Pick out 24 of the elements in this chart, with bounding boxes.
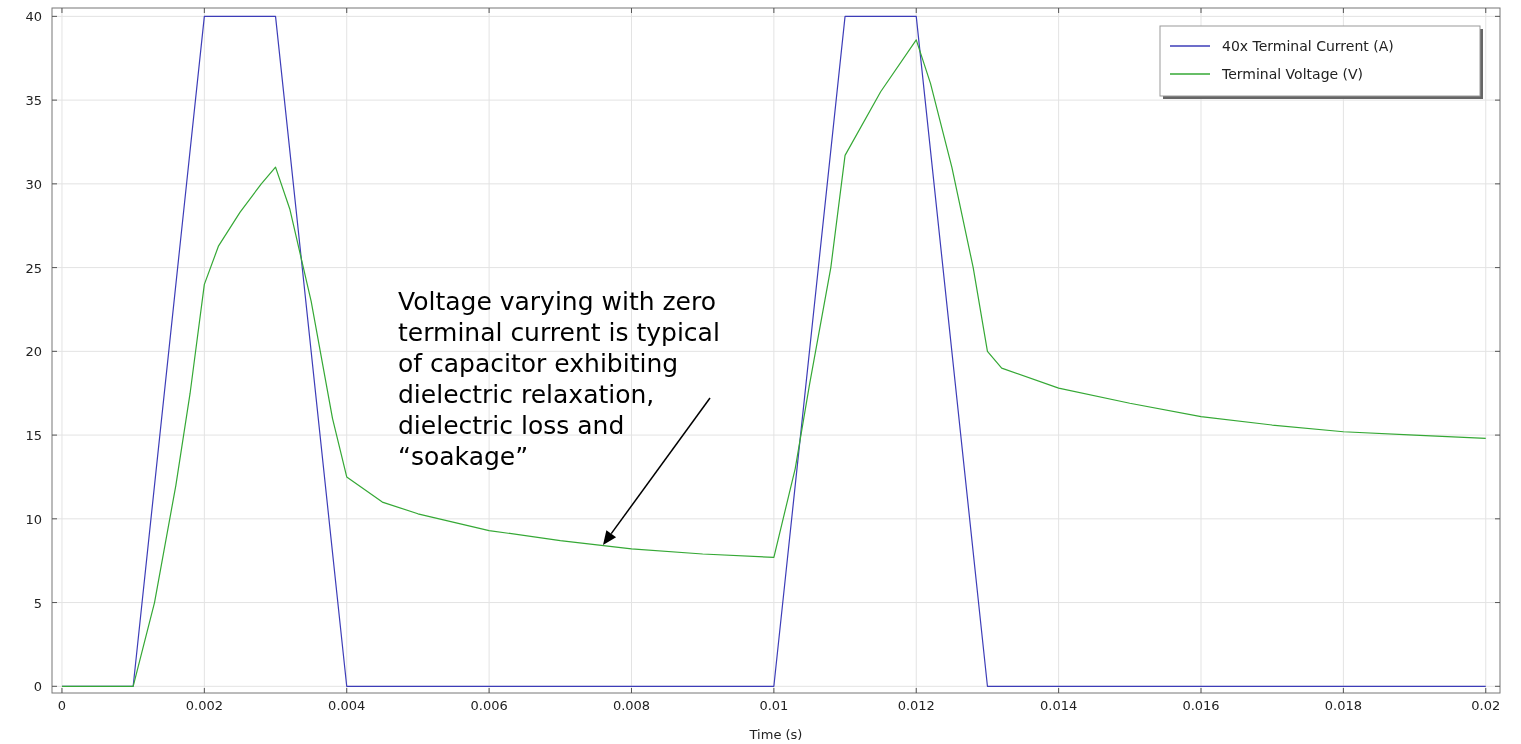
legend-label: Terminal Voltage (V) <box>1221 66 1364 82</box>
x-axis-title: Time (s) <box>748 727 803 742</box>
x-tick-label: 0.012 <box>897 698 935 713</box>
y-tick-label: 25 <box>25 260 42 276</box>
x-tick-label: 0.01 <box>759 698 789 713</box>
y-tick-label: 20 <box>25 344 42 360</box>
x-tick-label: 0.004 <box>328 698 366 713</box>
x-tick-label: 0 <box>57 698 67 713</box>
y-tick-label: 30 <box>25 176 42 192</box>
x-tick-label: 0.016 <box>1182 698 1220 713</box>
x-tick-label: 0.02 <box>1471 698 1501 713</box>
x-tick-label: 0.018 <box>1324 698 1362 713</box>
y-tick-label: 10 <box>25 511 42 527</box>
x-tick-label: 0.006 <box>470 698 508 713</box>
x-tick-label: 0.008 <box>612 698 651 713</box>
y-tick-label: 40 <box>25 9 42 25</box>
y-tick-label: 15 <box>25 428 42 444</box>
y-tick-label: 35 <box>25 93 42 109</box>
x-tick-label: 0.002 <box>185 698 223 713</box>
legend-label: 40x Terminal Current (A) <box>1222 38 1394 54</box>
x-tick-label: 0.014 <box>1040 698 1078 713</box>
y-tick-label: 0 <box>33 679 42 695</box>
annotation: Voltage varying with zero terminal current is typical of capacitor exhibiting dielectric relaxation, dielectric loss and “soakage” <box>398 287 720 471</box>
y-tick-label: 5 <box>33 595 42 611</box>
